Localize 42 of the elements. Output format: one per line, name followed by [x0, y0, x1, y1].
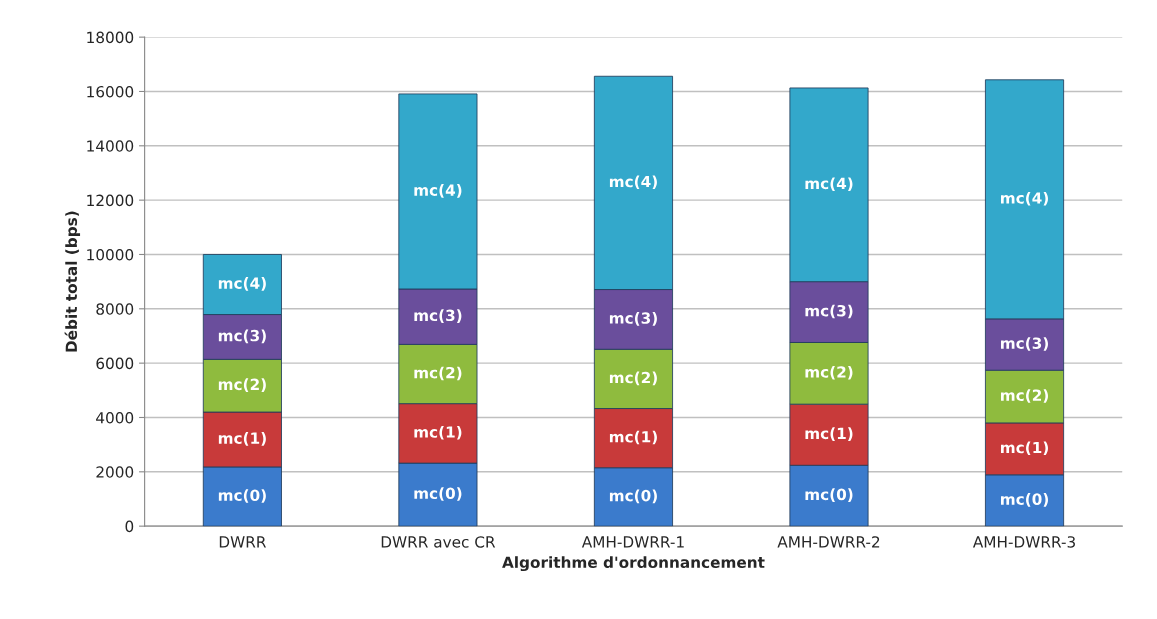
series-label: mc(4) — [218, 277, 266, 291]
text: mc(1) — [609, 430, 657, 445]
series-label: mc(1) — [218, 432, 266, 446]
text: mc(2) — [609, 371, 657, 386]
series-label: mc(0) — [218, 489, 266, 503]
text: mc(4) — [805, 177, 853, 192]
y-axis-title: Débit total (bps) — [64, 211, 81, 352]
y-tick-label: 4000 — [96, 411, 134, 424]
x-tick-label: DWRR — [219, 536, 266, 548]
text: mc(4) — [609, 175, 657, 190]
text: mc(0) — [1001, 493, 1048, 507]
x-tick-label: AMH-DWRR-3 — [972, 536, 1075, 548]
x-tick-label: AMH-DWRR-2 — [777, 536, 880, 548]
x-tick-label: DWRR avec CR — [381, 536, 496, 548]
x-axis-title: Algorithme d'ordonnancement — [502, 556, 765, 572]
y-tick-label: 18000 — [87, 31, 134, 44]
text: mc(4) — [414, 184, 462, 198]
text: mc(1) — [805, 427, 853, 441]
y-tick-label: 8000 — [96, 303, 134, 315]
y-tick-label: 0 — [125, 520, 134, 533]
y-tick-label: 12000 — [87, 194, 134, 207]
y-tick-label: 10000 — [87, 248, 134, 261]
x-tick-label: AMH-DWRR-1 — [581, 536, 684, 548]
y-tick-label: 14000 — [87, 140, 134, 152]
text: mc(3) — [609, 312, 657, 326]
y-tick-label: 6000 — [96, 357, 134, 370]
text: mc(2) — [414, 366, 462, 381]
text: mc(3) — [805, 304, 853, 319]
text: mc(4) — [1001, 191, 1048, 206]
series-label: mc(3) — [218, 329, 266, 344]
y-tick-label: 16000 — [87, 85, 134, 98]
text: mc(2) — [805, 365, 853, 380]
text: mc(2) — [1001, 389, 1048, 403]
series-label: mc(2) — [218, 378, 266, 392]
text: mc(0) — [414, 487, 462, 501]
text: mc(1) — [414, 426, 462, 440]
text: mc(3) — [1001, 337, 1048, 351]
y-tick-label: 2000 — [96, 466, 134, 478]
text: mc(0) — [805, 488, 853, 502]
text: mc(3) — [414, 309, 462, 323]
text: mc(1) — [1001, 441, 1048, 456]
text: mc(0) — [609, 489, 657, 504]
